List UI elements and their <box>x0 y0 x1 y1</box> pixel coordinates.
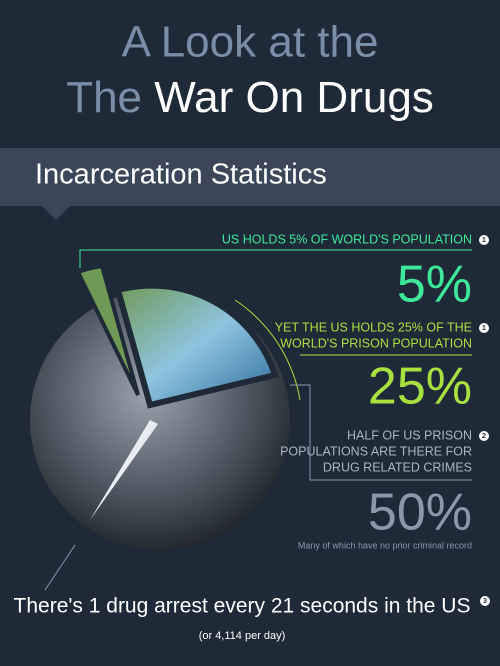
stat-label: YET THE US HOLDS 25% OF THE <box>275 320 472 334</box>
note-number: 3 <box>483 598 487 605</box>
stat-label: DRUG RELATED CRIMES <box>323 460 472 474</box>
note-number: 1 <box>482 237 486 244</box>
stat-label: US HOLDS 5% OF WORLD'S POPULATION <box>222 232 472 246</box>
globe-slice-25 <box>114 282 279 409</box>
title-main: War On Drugs <box>154 73 434 122</box>
globe-pointer <box>90 420 158 520</box>
banner-pointer <box>42 206 70 220</box>
connector-footer <box>44 544 76 591</box>
stat-label: WORLD'S PRISON POPULATION <box>280 336 472 350</box>
note-marker <box>479 431 489 441</box>
stat-value: 25% <box>368 358 472 416</box>
title-line1: A Look at the <box>122 18 379 67</box>
note-number: 1 <box>482 325 486 332</box>
stat-value: 50% <box>368 484 472 542</box>
section-banner <box>0 148 500 206</box>
note-marker <box>479 323 489 333</box>
note-marker <box>480 596 490 606</box>
section-title: Incarceration Statistics <box>35 159 327 191</box>
stat-label: POPULATIONS ARE THERE FOR <box>280 444 472 458</box>
stat-label: HALF OF US PRISON <box>347 428 472 442</box>
arc-25 <box>234 299 301 401</box>
connector-5 <box>79 249 472 268</box>
globe-slice-5 <box>75 263 140 396</box>
title-line2: The War On Drugs <box>66 73 434 122</box>
stat-subtext: Many of which have no prior criminal rec… <box>298 540 472 550</box>
title-lead: The <box>66 73 142 122</box>
note-number: 2 <box>482 433 486 440</box>
footer-subtext: (or 4,114 per day) <box>199 630 286 642</box>
stat-value: 5% <box>397 256 472 314</box>
footer-text: There's 1 drug arrest every 21 seconds i… <box>14 595 471 618</box>
connector-50 <box>290 384 472 481</box>
note-marker <box>479 235 489 245</box>
